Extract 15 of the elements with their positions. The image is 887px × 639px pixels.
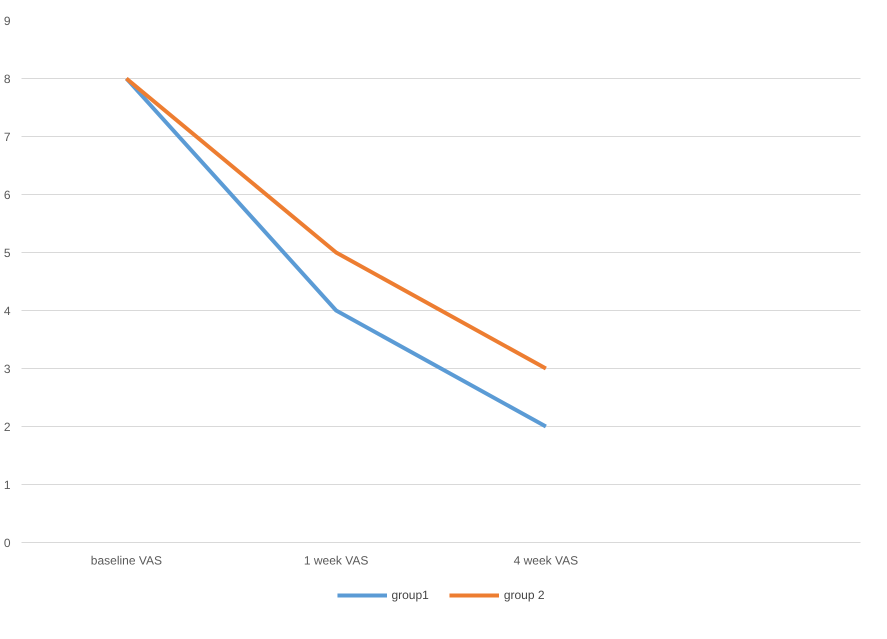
x-tick-label: 4 week VAS — [514, 554, 578, 568]
legend-label: group1 — [391, 588, 429, 602]
y-tick-label: 9 — [4, 14, 11, 28]
x-tick-label: baseline VAS — [90, 554, 162, 568]
y-tick-label: 8 — [4, 72, 11, 86]
x-tick-label: 1 week VAS — [304, 554, 368, 568]
y-tick-label: 7 — [4, 130, 11, 144]
y-tick-label: 5 — [4, 246, 11, 260]
y-tick-label: 3 — [4, 362, 11, 376]
y-tick-label: 6 — [4, 188, 11, 202]
y-tick-label: 1 — [4, 478, 11, 492]
legend-label: group 2 — [504, 588, 545, 602]
y-tick-label: 2 — [4, 420, 11, 434]
y-tick-label: 0 — [4, 536, 11, 550]
y-tick-label: 4 — [4, 304, 11, 318]
